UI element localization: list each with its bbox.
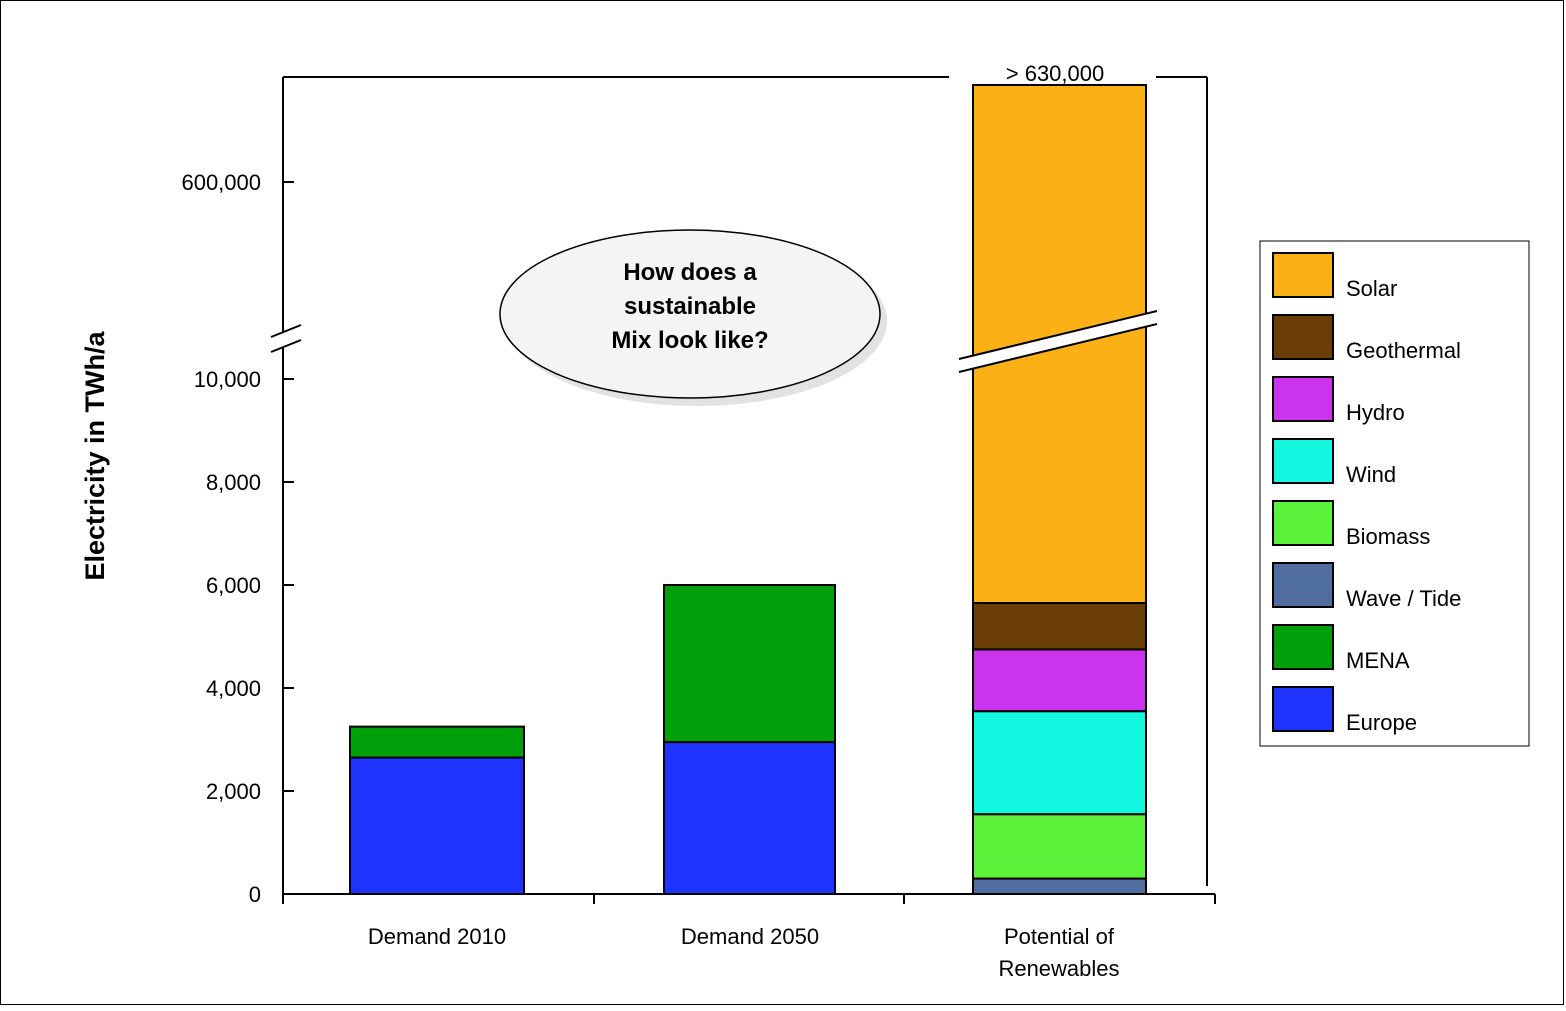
x-tick-label-demand-2050: Demand 2050 [681,924,819,949]
bar-demand-2050-mena [663,584,836,744]
callout-ellipse [499,229,881,399]
bar-demand-2050-europe [663,741,836,896]
legend-label-geothermal: Geothermal [1346,338,1461,363]
y-tick-label: 2,000 [206,779,261,804]
x-tick-label-demand-2010: Demand 2010 [368,924,506,949]
legend-swatch-geothermal [1272,314,1334,360]
axis-break-line [958,323,1158,373]
legend-label-wave-tide: Wave / Tide [1346,586,1461,611]
y-tick-label: 600,000 [181,170,261,195]
callout-text-line: Mix look like? [611,327,768,354]
legend-swatch-solar [1272,252,1334,298]
bar-demand-2010-mena [349,725,525,759]
legend-label-wind: Wind [1346,462,1396,487]
bars [349,84,1147,896]
bar-potential-of-renewables-wave-tide [972,877,1147,895]
bar-potential-of-renewables-geothermal [972,602,1147,651]
legend-label-europe: Europe [1346,710,1417,735]
y-tick-labels: 0 2,000 4,000 6,000 8,000 10,000 600,000 [181,170,261,907]
x-tick-label-line: Demand 2010 [368,924,506,949]
y-tick-label: 0 [249,882,261,907]
axis-break-band [959,311,1157,372]
top-annotation: > 630,000 [1006,61,1104,86]
x-tick-label-line: Potential of [1004,924,1115,949]
y-axis-break-mark [270,339,302,353]
legend-swatch-hydro [1272,376,1334,422]
decorations: > 630,000 [958,61,1158,373]
callout-text-line: How does a [623,259,757,286]
callout-bubble: How does a sustainable Mix look like? [499,229,887,406]
bar-demand-2010-europe [349,756,525,896]
axis-break-line [958,310,1158,360]
legend-swatch-wind [1272,438,1334,484]
legend-swatch-mena [1272,624,1334,670]
bar-potential-of-renewables-wind [972,710,1147,816]
y-axis-break-mark [270,324,302,338]
legend-label-hydro: Hydro [1346,400,1405,425]
bar-potential-of-renewables-biomass [972,813,1147,880]
legend-swatch-biomass [1272,500,1334,546]
legend-swatch-europe [1272,686,1334,732]
callout-text-line: sustainable [624,293,756,320]
y-tick-label: 8,000 [206,470,261,495]
bar-potential-of-renewables-hydro [972,648,1147,713]
y-tick-label: 4,000 [206,676,261,701]
legend-label-solar: Solar [1346,276,1397,301]
legend-swatch-wave-tide [1272,562,1334,608]
x-tick-label-potential-of-renewables: Potential of Renewables [998,924,1119,981]
y-axis-label: Electricity in TWh/a [80,330,110,580]
x-tick-labels: Demand 2010 Demand 2050 Potential of Renewa… [368,924,1120,981]
legend: Solar Geothermal Hydro Wind Biomass Wave / Ti… [1259,240,1530,747]
x-tick-label-line: Demand 2050 [681,924,819,949]
y-tick-label: 10,000 [194,367,261,392]
y-tick-label: 6,000 [206,573,261,598]
x-tick-label-line: Renewables [998,956,1119,981]
legend-label-mena: MENA [1346,648,1410,673]
legend-label-biomass: Biomass [1346,524,1430,549]
